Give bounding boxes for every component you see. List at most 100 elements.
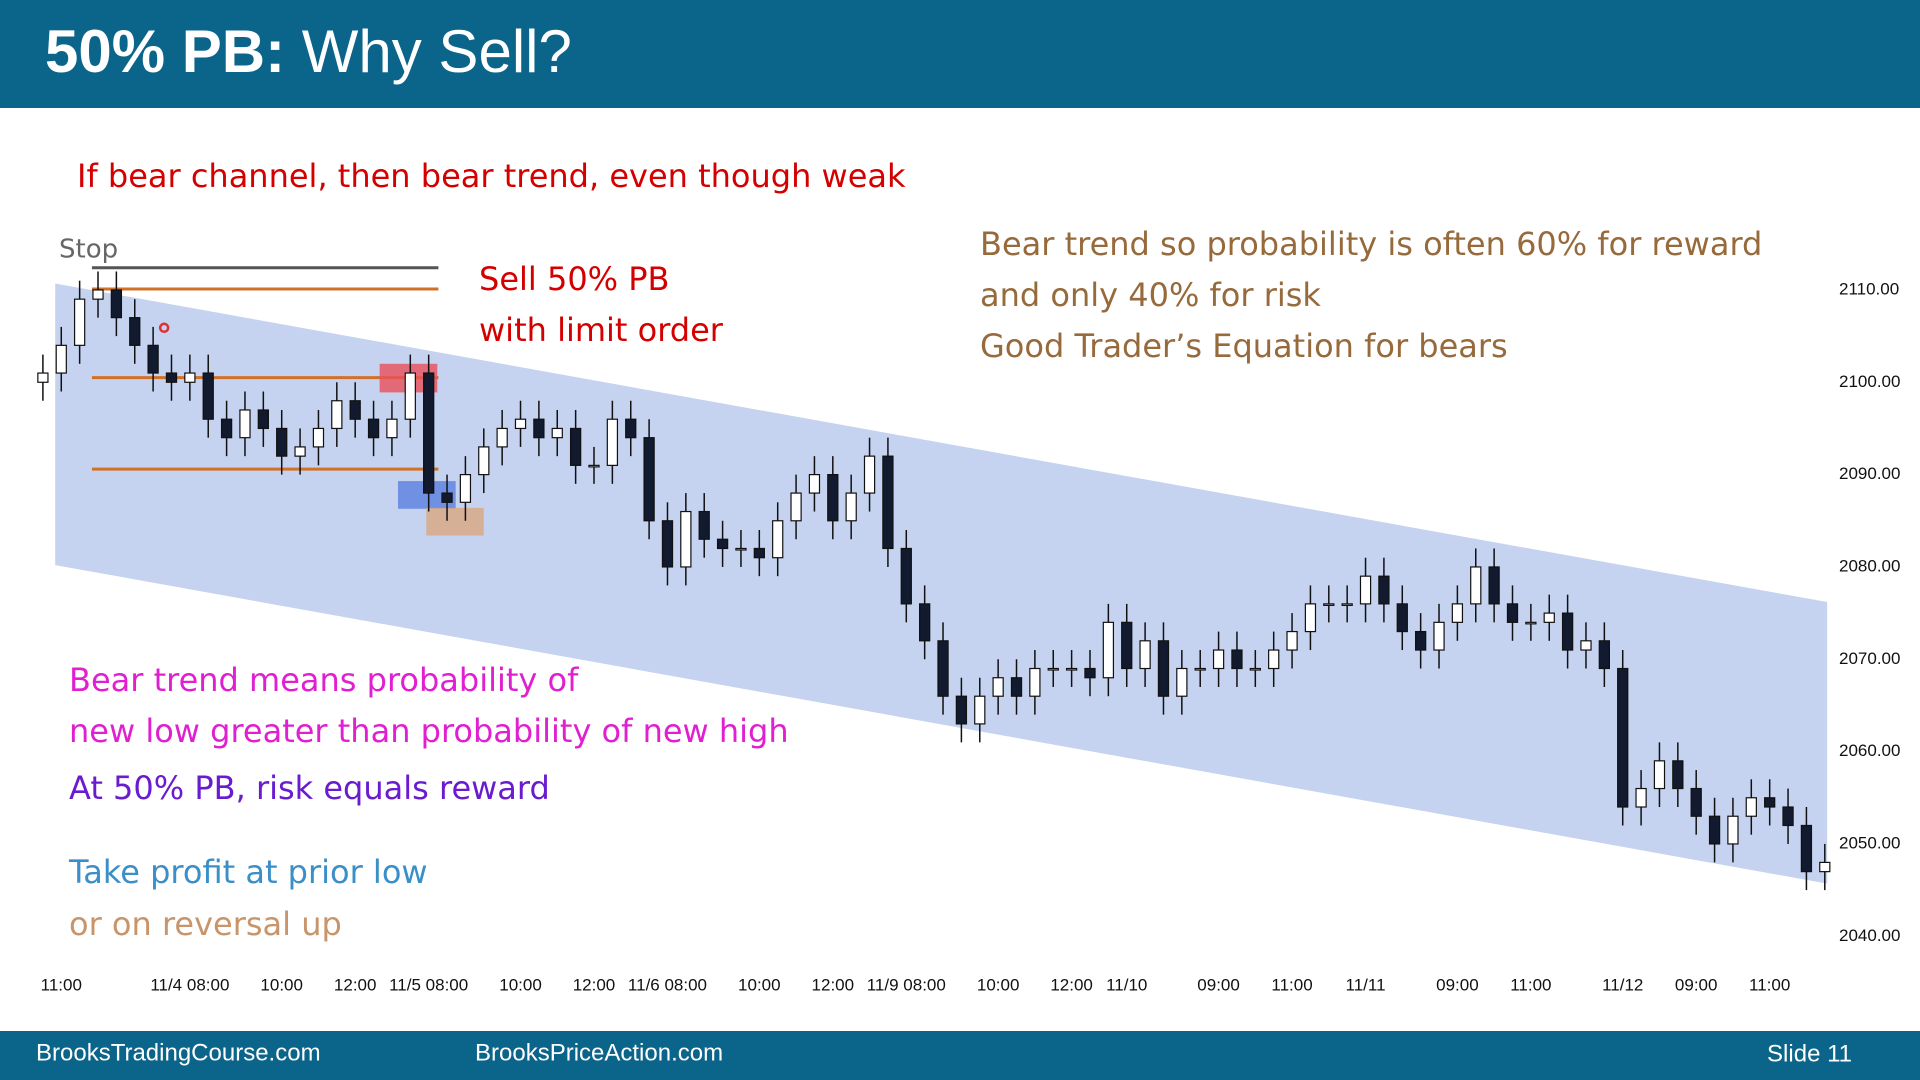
- candle-body: [698, 510, 710, 540]
- candle-body: [1029, 667, 1041, 697]
- candle-body: [1231, 649, 1243, 670]
- x-tick-label: 11:00: [1510, 975, 1551, 994]
- candle-body: [110, 289, 123, 319]
- candle-body: [147, 344, 159, 374]
- x-tick-label: 09:00: [1436, 975, 1479, 994]
- candle-body: [1745, 797, 1757, 817]
- candle-body: [863, 455, 876, 494]
- candle-body: [1323, 603, 1335, 606]
- annotation: If bear channel, then bear trend, even t…: [77, 157, 906, 195]
- candle-body: [827, 474, 839, 522]
- x-tick-label: 11:00: [1749, 975, 1790, 994]
- candle-body: [294, 446, 306, 457]
- entry-marker: [158, 322, 170, 334]
- candle-body: [514, 418, 527, 430]
- zone: [426, 507, 484, 536]
- candle-body: [974, 695, 986, 725]
- candle-body: [1102, 621, 1115, 679]
- candle-body: [1433, 621, 1445, 651]
- candle-body: [551, 427, 563, 439]
- candle-body: [1782, 806, 1794, 827]
- candle-body: [1010, 677, 1023, 697]
- candle-body: [1157, 640, 1170, 697]
- candle-body: [496, 427, 508, 448]
- candle-body: [735, 547, 747, 551]
- y-tick-label: 2080.00: [1839, 556, 1900, 575]
- candle-body: [92, 289, 104, 300]
- candle-body: [1121, 621, 1133, 670]
- candle-body: [1286, 630, 1298, 651]
- annotation: At 50% PB, risk equals reward: [69, 769, 550, 807]
- x-tick-label: 11/12: [1602, 975, 1643, 994]
- candle-body: [1598, 640, 1611, 670]
- candle-body: [1451, 603, 1464, 623]
- candle-body: [753, 547, 765, 559]
- title-bold: 50% PB:: [45, 18, 285, 85]
- candle-body: [1341, 603, 1353, 606]
- annotation: Bear trend so probability is often 60% f…: [980, 225, 1762, 263]
- candle-body: [1672, 760, 1684, 790]
- candle-body: [1653, 760, 1666, 790]
- candle-body: [202, 372, 214, 420]
- candle-body: [1727, 815, 1739, 845]
- candle-body: [1488, 566, 1500, 605]
- candle-body: [790, 492, 802, 522]
- x-tick-label: 10:00: [977, 975, 1020, 994]
- candle-body: [257, 409, 269, 430]
- candle-body: [459, 474, 472, 503]
- candle-body: [1414, 630, 1427, 651]
- y-tick-label: 2100.00: [1839, 372, 1900, 391]
- annotation: Sell 50% PB: [479, 260, 670, 298]
- candle-body: [1800, 824, 1813, 873]
- candle-body: [1708, 815, 1721, 845]
- x-tick-label: 10:00: [738, 975, 781, 994]
- candle-body: [367, 418, 380, 439]
- candle-body: [588, 464, 600, 468]
- candle-body: [992, 677, 1004, 697]
- candle-body: [937, 640, 949, 697]
- annotation: new low greater than probability of new …: [69, 712, 789, 750]
- candle-body: [1139, 640, 1151, 670]
- candle-body: [919, 603, 931, 642]
- candle-body: [1378, 575, 1390, 605]
- candle-body: [1084, 667, 1096, 679]
- candle-body: [276, 427, 288, 457]
- candle-body: [423, 372, 435, 494]
- y-tick-label: 2040.00: [1839, 926, 1900, 945]
- candle-body: [1212, 649, 1225, 670]
- stop-label: Stop: [59, 235, 118, 265]
- candle-body: [1176, 667, 1188, 697]
- candle-body: [1249, 667, 1261, 671]
- footer-bar: [0, 1031, 1920, 1080]
- plot: 2110.00 2100.00 2090.00 2080.00 2070.00 2060.…: [37, 266, 1900, 994]
- candle-body: [1819, 861, 1831, 873]
- x-tick-label: 12:00: [1050, 975, 1093, 994]
- candle-body: [239, 409, 251, 439]
- candle-body: [1617, 667, 1629, 808]
- x-tick-label: 09:00: [1675, 975, 1718, 994]
- footer-left: BrooksTradingCourse.com: [36, 1039, 321, 1066]
- candle-body: [1635, 787, 1647, 808]
- x-tick-label: 12:00: [334, 975, 377, 994]
- x-tick-label: 11/4 08:00: [150, 975, 229, 994]
- slide-number: Slide 11: [1767, 1040, 1852, 1067]
- candle-body: [1359, 575, 1372, 605]
- x-tick-label: 09:00: [1197, 975, 1240, 994]
- candle-body: [1470, 566, 1482, 605]
- candle-body: [900, 547, 912, 605]
- candle-body: [606, 418, 619, 466]
- footer-middle: BrooksPriceAction.com: [475, 1039, 723, 1066]
- candle-body: [1047, 667, 1059, 671]
- candle-body: [1506, 603, 1519, 623]
- candle-body: [643, 437, 655, 522]
- y-tick-label: 2090.00: [1839, 464, 1900, 483]
- x-tick-label: 10:00: [499, 975, 542, 994]
- x-tick-label: 11/5 08:00: [389, 975, 468, 994]
- x-tick-label: 11:00: [41, 975, 82, 994]
- candle-body: [441, 492, 453, 503]
- candle-body: [1543, 612, 1555, 623]
- y-tick-label: 2110.00: [1839, 279, 1899, 298]
- x-tick-label: 11/10: [1106, 975, 1147, 994]
- candle-body: [1194, 667, 1206, 671]
